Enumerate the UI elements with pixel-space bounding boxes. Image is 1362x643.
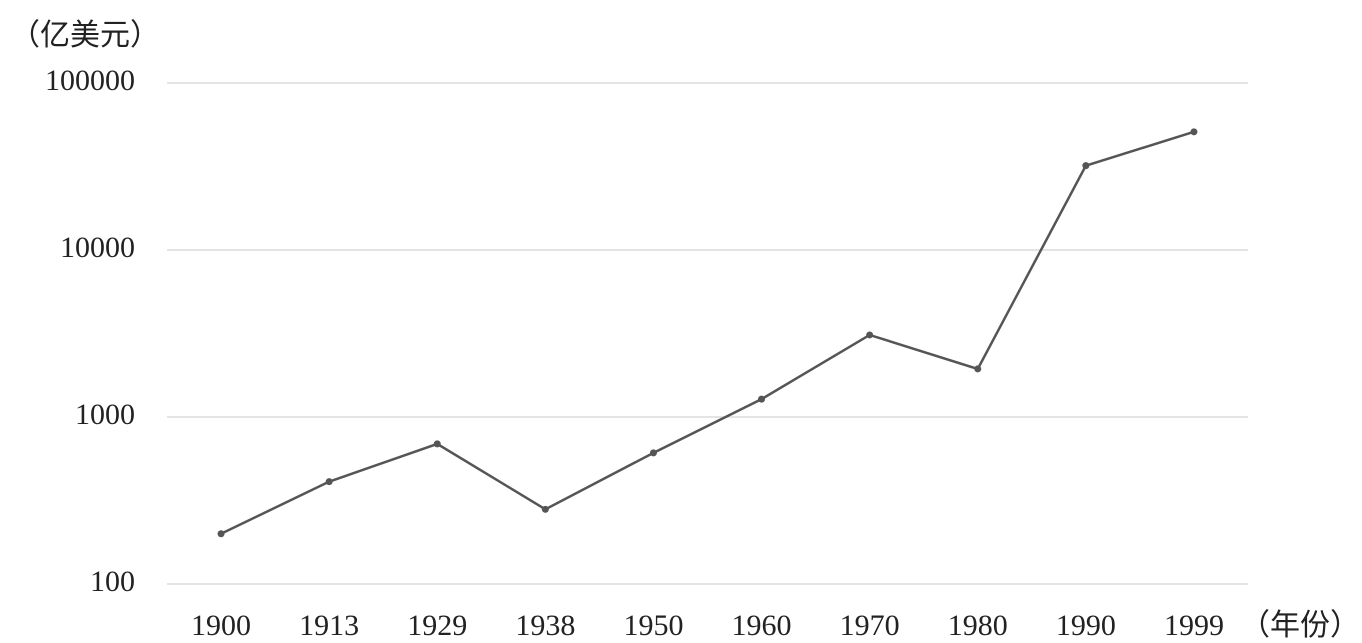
x-axis-label: （年份） bbox=[1240, 609, 1360, 642]
y-tick-label: 10000 bbox=[60, 231, 135, 264]
data-point bbox=[974, 365, 982, 373]
data-point bbox=[541, 505, 549, 513]
data-point bbox=[1082, 162, 1090, 170]
x-tick-label: 1960 bbox=[732, 609, 792, 642]
y-tick-label: 100000 bbox=[45, 64, 135, 97]
x-tick-label: 1990 bbox=[1056, 609, 1116, 642]
x-tick-label: 1980 bbox=[948, 609, 1008, 642]
data-point bbox=[325, 478, 333, 486]
data-point bbox=[1190, 128, 1198, 136]
x-tick-label: 1929 bbox=[407, 609, 467, 642]
data-point bbox=[217, 530, 225, 538]
data-point bbox=[758, 395, 766, 403]
y-tick-label: 100 bbox=[90, 565, 135, 598]
x-tick-label: 1999 bbox=[1164, 609, 1224, 642]
x-tick-label: 1970 bbox=[840, 609, 900, 642]
data-point bbox=[433, 440, 441, 448]
data-line bbox=[220, 130, 1195, 535]
data-point bbox=[866, 331, 874, 339]
y-axis-label: （亿美元） bbox=[10, 19, 160, 52]
x-tick-label: 1950 bbox=[623, 609, 683, 642]
x-tick-label: 1913 bbox=[299, 609, 359, 642]
data-point bbox=[649, 449, 657, 457]
x-tick-label: 1938 bbox=[515, 609, 575, 642]
x-tick-label: 1900 bbox=[191, 609, 251, 642]
y-tick-label: 1000 bbox=[75, 398, 135, 431]
